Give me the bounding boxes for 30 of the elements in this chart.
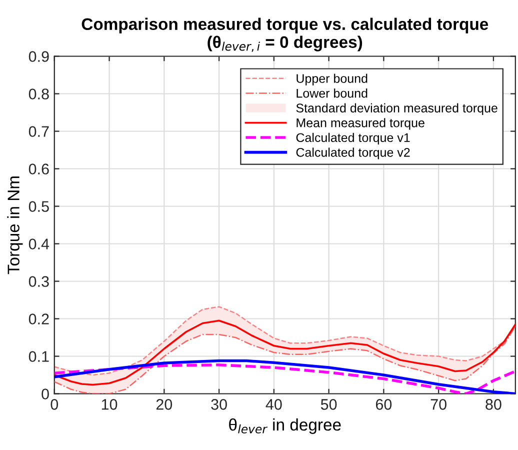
- x-tick-label: 10: [102, 399, 118, 410]
- x-tick-label: 70: [430, 399, 446, 410]
- legend-label: Lower bound: [296, 88, 368, 98]
- y-axis-title: Torque in Nm: [7, 176, 23, 274]
- x-tick-label: 60: [376, 399, 392, 410]
- x-tick-label: 30: [211, 399, 227, 410]
- legend-label: Mean measured torque: [296, 118, 424, 130]
- y-tick-label: 0.7: [28, 126, 49, 137]
- x-axis-title: θ$_{lever}$ in degree: [229, 418, 341, 434]
- legend-label: Calculated torque v1: [296, 132, 410, 145]
- chart-title: Comparison measured torque vs. calculated torque (θ$_{lever,i}$ = 0 degrees): [82, 18, 488, 52]
- y-tick-label: 0.6: [28, 164, 49, 174]
- x-tick-label: 0: [50, 399, 58, 410]
- y-tick-label: 0: [42, 388, 49, 400]
- legend-label: Standard deviation measured torque: [296, 103, 498, 115]
- line-series: [54, 306, 516, 376]
- y-tick-label: 0.1: [28, 351, 49, 362]
- line-series: [54, 320, 516, 386]
- y-tick-label: 0.8: [28, 88, 49, 100]
- legend-label: Calculated torque v2: [296, 148, 410, 160]
- x-tick-label: 50: [320, 399, 337, 410]
- y-tick-label: 0.9: [28, 51, 49, 62]
- legend-label: Upper bound: [296, 74, 368, 86]
- y-tick-label: 0.5: [28, 201, 49, 212]
- x-tick-label: 20: [156, 399, 172, 410]
- y-tick-label: 0.3: [28, 276, 49, 287]
- y-tick-label: 0.2: [28, 314, 49, 324]
- x-tick-label: 80: [486, 399, 502, 410]
- x-tick-label: 40: [266, 399, 282, 410]
- y-tick-label: 0.4: [28, 238, 50, 250]
